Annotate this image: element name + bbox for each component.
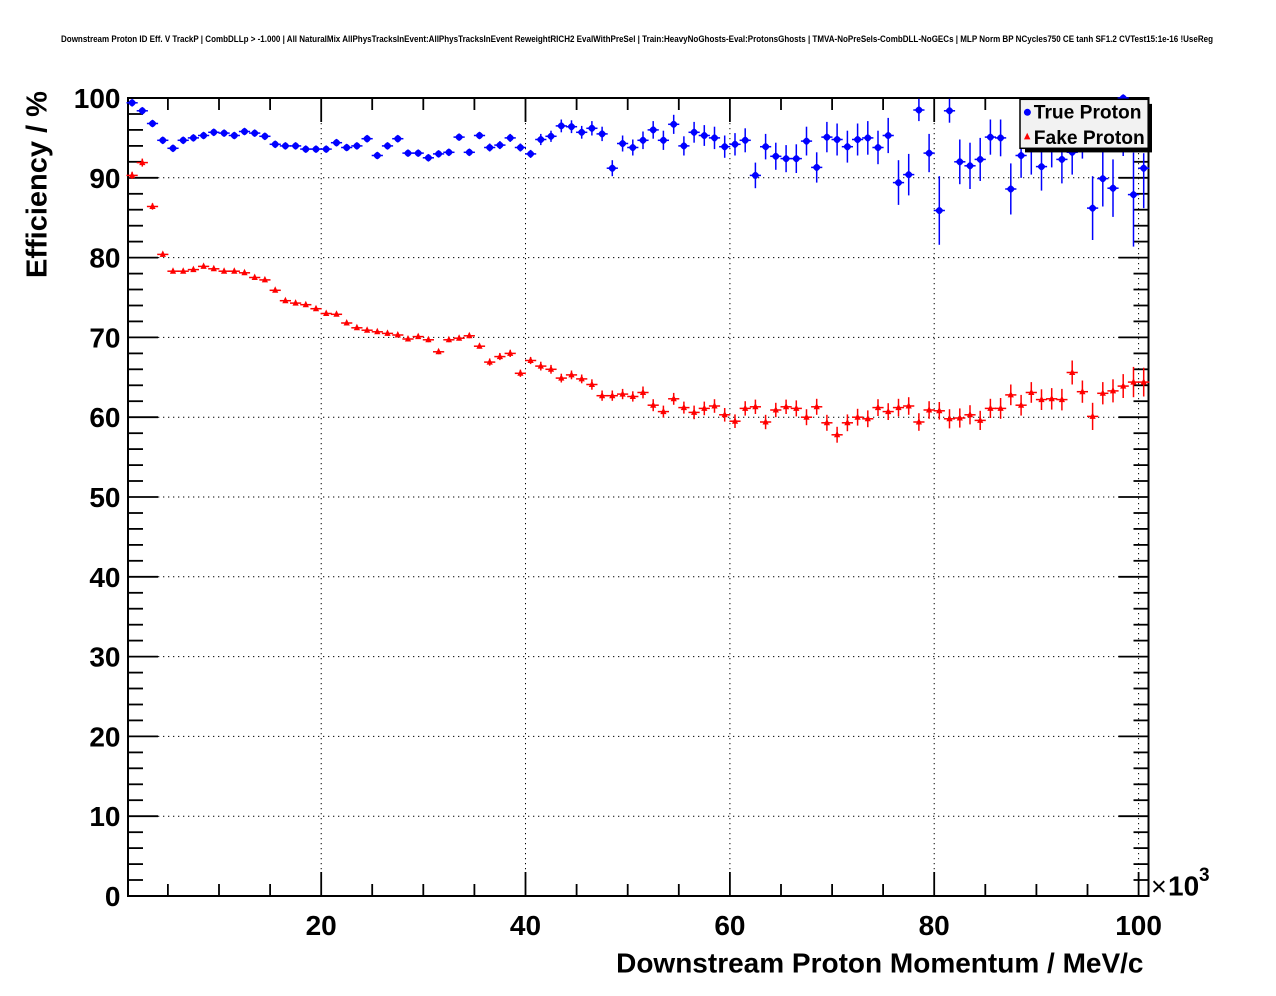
svg-text:60: 60: [89, 402, 120, 433]
svg-text:Downstream Proton Momentum / M: Downstream Proton Momentum / MeV/c: [616, 948, 1143, 979]
svg-text:Efficiency / %: Efficiency / %: [22, 91, 54, 278]
svg-text:True Proton: True Proton: [1034, 102, 1142, 123]
svg-text:Fake Proton: Fake Proton: [1034, 128, 1145, 149]
svg-text:20: 20: [89, 721, 120, 752]
svg-text:Downstream Proton ID Eff. V Tr: Downstream Proton ID Eff. V TrackP | Com…: [61, 34, 1213, 45]
svg-text:50: 50: [89, 482, 120, 513]
svg-text:80: 80: [89, 243, 120, 274]
svg-text:80: 80: [919, 910, 950, 941]
svg-text:40: 40: [510, 910, 541, 941]
svg-text:30: 30: [89, 642, 120, 673]
svg-text:100: 100: [1115, 910, 1162, 941]
svg-text:20: 20: [306, 910, 337, 941]
svg-text:3: 3: [1199, 865, 1210, 886]
svg-text:10: 10: [89, 801, 120, 832]
svg-text:10: 10: [1168, 871, 1199, 902]
svg-text:90: 90: [89, 163, 120, 194]
svg-text:100: 100: [74, 83, 121, 114]
svg-text:40: 40: [89, 562, 120, 593]
svg-text:60: 60: [714, 910, 745, 941]
svg-text:70: 70: [89, 322, 120, 353]
svg-text:0: 0: [105, 881, 121, 912]
svg-text:×: ×: [1151, 872, 1167, 902]
